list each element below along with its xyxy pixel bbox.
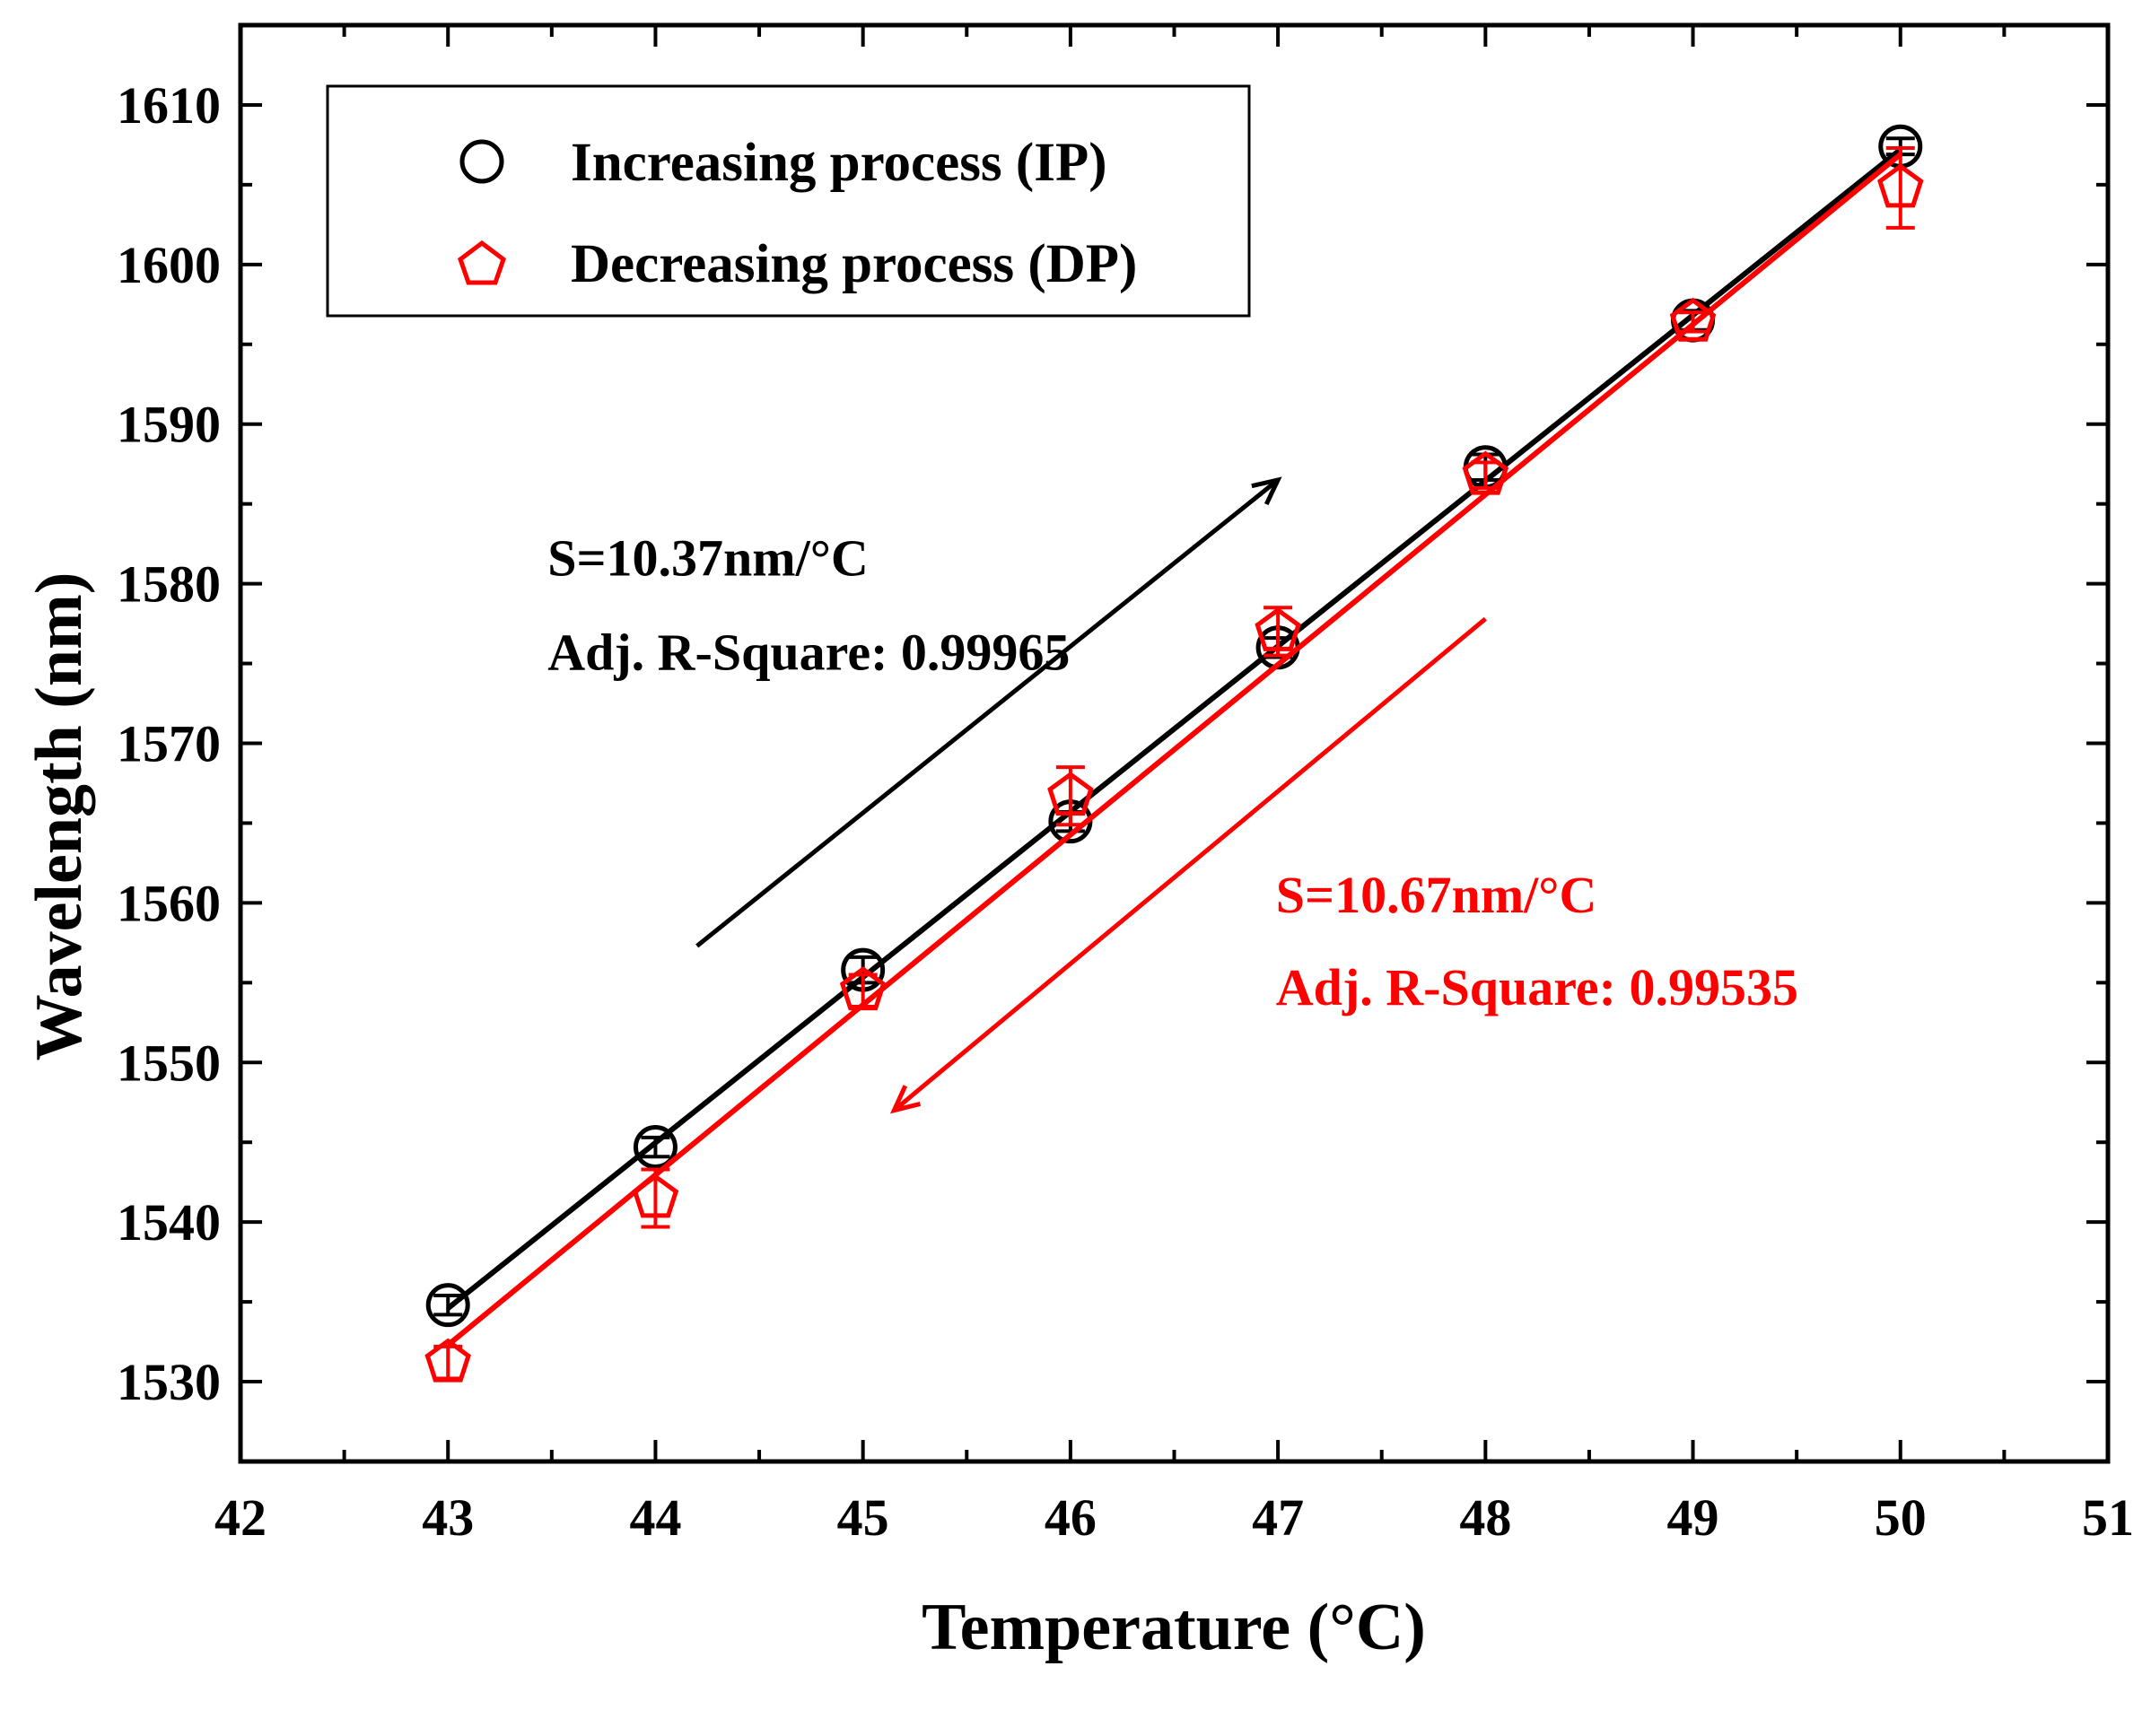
y-axis: 1530 1540 1550 1560 1570 1580 1590 1600 1610 [117, 23, 2108, 1463]
data-point-dp [1877, 163, 1924, 208]
annotation-text: Adj. R-Square: 0.99965 [547, 624, 1070, 682]
plot-area [424, 124, 1924, 1383]
legend-box [326, 84, 1251, 318]
annotation-text: S=10.37nm/°C [547, 529, 869, 588]
y-tick-label: 1610 [117, 76, 221, 135]
x-tick-label: 49 [1667, 1488, 1719, 1547]
y-axis-label: Wavelength (nm) [22, 572, 96, 1061]
data-point-ip [633, 1125, 678, 1170]
fit-line-dp [446, 152, 1902, 1348]
x-tick-label: 46 [1045, 1488, 1097, 1547]
x-axis: 42 43 44 45 46 47 48 49 50 51 [214, 25, 2134, 1547]
legend: Increasing process (IP) Decreasing proce… [326, 84, 1251, 318]
trend-arrow [695, 476, 1282, 948]
y-tick-label: 1560 [117, 874, 221, 932]
data-point-dp [1462, 450, 1509, 495]
legend-marker-ip [459, 139, 504, 184]
annotations: S=10.37nm/°C Adj. R-Square: 0.99965 S=10.6… [547, 529, 1798, 1017]
annotation-text: S=10.67nm/°C [1276, 866, 1597, 924]
series-dp [424, 145, 1924, 1383]
x-tick-label: 48 [1459, 1488, 1511, 1547]
y-tick-label: 1590 [117, 396, 221, 454]
x-tick-label: 45 [837, 1488, 889, 1547]
x-tick-label: 47 [1252, 1488, 1304, 1547]
data-point-dp [1047, 772, 1094, 816]
y-tick-label: 1550 [117, 1034, 221, 1092]
y-tick-label: 1540 [117, 1193, 221, 1252]
trend-arrow-head [1251, 476, 1282, 506]
x-tick-label: 51 [2082, 1488, 2134, 1547]
trend-arrow-shaft [695, 478, 1280, 948]
legend-label-dp: Decreasing process (DP) [571, 234, 1137, 294]
data-point-dp [424, 1338, 471, 1383]
x-tick-label: 44 [629, 1488, 681, 1547]
y-tick-label: 1570 [117, 715, 221, 773]
x-tick-label: 50 [1875, 1488, 1927, 1547]
data-point-ip [425, 1283, 470, 1328]
trend-arrow [889, 616, 1487, 1114]
y-tick-label: 1530 [117, 1353, 221, 1411]
legend-label-ip: Increasing process (IP) [571, 133, 1107, 193]
x-tick-label: 43 [422, 1488, 474, 1547]
y-tick-label: 1580 [117, 555, 221, 614]
trend-arrow-head [889, 1085, 922, 1114]
annotation-text: Adj. R-Square: 0.99535 [1276, 958, 1798, 1016]
fit-line-ip [446, 147, 1902, 1311]
legend-marker-dp [458, 240, 506, 285]
x-axis-label: Temperature (°C) [922, 1591, 1426, 1664]
y-tick-label: 1600 [117, 236, 221, 294]
data-point-dp [1669, 297, 1717, 342]
data-point-dp [1255, 606, 1301, 651]
data-point-dp [632, 1173, 679, 1218]
trend-arrow-shaft [892, 616, 1487, 1112]
x-tick-label: 42 [214, 1488, 267, 1547]
data-point-dp [839, 966, 887, 1011]
